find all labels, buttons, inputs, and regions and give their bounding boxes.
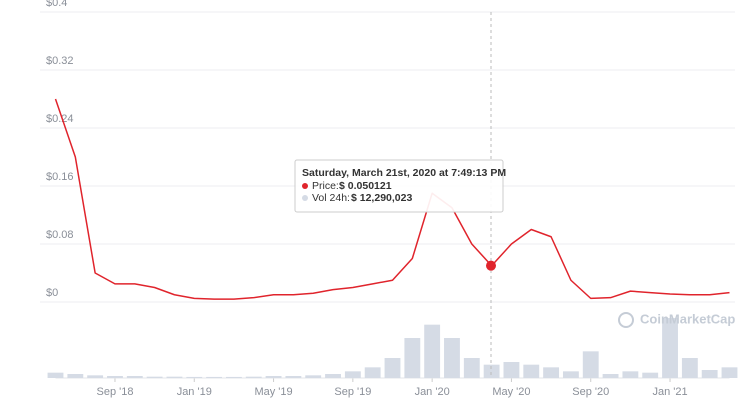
x-tick-label: Sep '18 bbox=[96, 386, 133, 398]
volume-bar bbox=[186, 376, 203, 378]
volume-bar bbox=[503, 362, 520, 378]
y-tick-label: $0.24 bbox=[46, 113, 74, 125]
volume-bar bbox=[444, 338, 460, 378]
volume-bar bbox=[285, 376, 302, 378]
volume-bar bbox=[602, 374, 619, 378]
volume-bar bbox=[681, 358, 698, 378]
volume-bar bbox=[344, 371, 361, 378]
volume-bar bbox=[384, 358, 401, 378]
x-tick-label: Sep '20 bbox=[572, 386, 609, 398]
y-tick-label: $0.4 bbox=[46, 0, 67, 9]
volume-bar bbox=[424, 324, 441, 378]
watermark: CoinMarketCap bbox=[640, 311, 735, 326]
hover-point bbox=[486, 260, 496, 271]
volume-bar bbox=[622, 371, 639, 378]
volume-bar bbox=[701, 370, 718, 378]
volume-bar bbox=[325, 374, 341, 378]
volume-bar bbox=[404, 338, 421, 378]
volume-bar bbox=[47, 372, 64, 378]
volume-bar bbox=[166, 376, 183, 378]
volume-bar bbox=[245, 376, 262, 378]
tooltip-price-label: Price: bbox=[312, 180, 339, 192]
x-tick-label: Jan '20 bbox=[415, 386, 450, 398]
tooltip-price: $ 0.050121 bbox=[339, 180, 392, 192]
x-tick-label: Jan '19 bbox=[177, 386, 212, 398]
volume-bar bbox=[523, 364, 540, 378]
y-tick-label: $0.16 bbox=[46, 171, 74, 183]
y-tick-label: $0 bbox=[46, 287, 58, 299]
volume-bar bbox=[225, 376, 242, 378]
x-tick-label: May '19 bbox=[254, 386, 292, 398]
volume-bar bbox=[146, 376, 163, 378]
tooltip-volume: $ 12,290,023 bbox=[351, 192, 412, 204]
volume-bullet bbox=[302, 195, 308, 201]
x-tick-label: Jan '21 bbox=[652, 386, 687, 398]
x-tick-label: May '20 bbox=[492, 386, 530, 398]
volume-bar bbox=[721, 367, 738, 378]
volume-bar bbox=[265, 376, 282, 378]
volume-bar bbox=[642, 372, 659, 378]
tooltip-box bbox=[294, 159, 504, 213]
volume-bar bbox=[126, 376, 143, 378]
volume-bar bbox=[463, 358, 480, 378]
tooltip-date: Saturday, March 21st, 2020 at 7:49:13 PM bbox=[302, 167, 506, 179]
price-bullet bbox=[302, 183, 308, 189]
x-tick-label: Sep '19 bbox=[334, 386, 371, 398]
volume-bar bbox=[543, 367, 560, 378]
volume-bar bbox=[87, 375, 104, 378]
volume-bar bbox=[562, 371, 579, 378]
tooltip: Saturday, March 21st, 2020 at 7:49:13 PM… bbox=[294, 159, 506, 213]
volume-bar bbox=[67, 374, 84, 378]
watermark-logo bbox=[618, 312, 634, 328]
volume-bar bbox=[107, 376, 123, 378]
y-tick-label: $0.08 bbox=[46, 229, 74, 241]
volume-bar bbox=[582, 351, 599, 378]
price-line bbox=[54, 98, 730, 300]
volume-bar bbox=[483, 364, 500, 378]
volume-bar bbox=[662, 318, 678, 378]
volume-bar bbox=[206, 376, 223, 378]
volume-bar bbox=[364, 367, 381, 378]
tooltip-volume-label: Vol 24h: bbox=[312, 192, 350, 204]
y-tick-label: $0.32 bbox=[46, 55, 74, 67]
volume-bar bbox=[305, 375, 322, 378]
